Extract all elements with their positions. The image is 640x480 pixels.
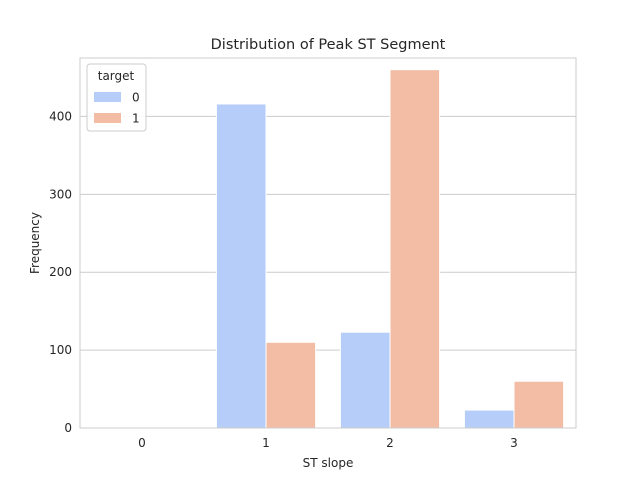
y-tick-label: 100	[49, 343, 72, 357]
bar-series-0-cat-3	[463, 409, 515, 429]
x-tick-label: 3	[510, 436, 518, 450]
plot-background	[80, 58, 576, 428]
legend-swatch-0	[94, 92, 121, 102]
y-tick-label: 200	[49, 265, 72, 279]
bar-series-1-cat-3	[513, 380, 565, 429]
bar-series-0-cat-1	[215, 103, 267, 429]
bar-series-1-cat-2	[389, 69, 441, 429]
x-tick-label: 0	[138, 436, 146, 450]
x-tick-label: 1	[262, 436, 270, 450]
y-tick-label: 400	[49, 109, 72, 123]
y-tick-label: 0	[64, 421, 72, 435]
x-axis-ticks: 0 1 2 3	[138, 436, 518, 450]
legend-label-1: 1	[132, 112, 140, 126]
y-axis-ticks: 0 100 200 300 400	[49, 109, 72, 435]
bar-series-0-cat-2	[339, 331, 391, 429]
bars-layer	[215, 69, 565, 429]
x-tick-label: 2	[386, 436, 394, 450]
y-axis-label: Frequency	[28, 212, 42, 274]
legend: target 01	[86, 63, 147, 132]
legend-items: 01	[94, 91, 140, 126]
plot-frame	[79, 57, 577, 429]
chart-title: Distribution of Peak ST Segment	[211, 37, 446, 53]
y-tick-label: 300	[49, 187, 72, 201]
legend-swatch-1	[94, 113, 121, 123]
legend-label-0: 0	[132, 91, 140, 105]
x-axis-label: ST slope	[303, 456, 354, 470]
legend-title: target	[98, 69, 135, 83]
bar-series-1-cat-1	[265, 341, 317, 429]
